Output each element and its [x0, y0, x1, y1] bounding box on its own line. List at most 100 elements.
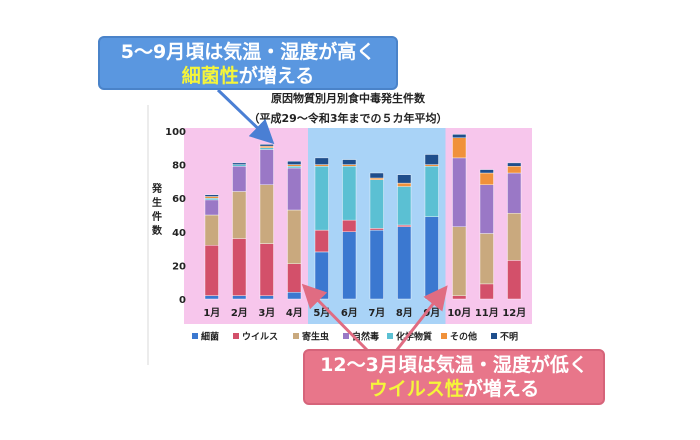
bar-other-9 — [424, 164, 439, 167]
legend-swatch-other — [441, 333, 447, 339]
bar-bacteria-4 — [287, 292, 302, 300]
bar-chemical-5 — [314, 166, 329, 231]
bar-other-3 — [259, 145, 274, 149]
bar-virus-11 — [479, 283, 494, 300]
chart-title: 原因物質別月別食中毒発生件数 — [271, 91, 426, 105]
x-tick-label: 11月 — [475, 307, 499, 319]
bar-other-7 — [369, 177, 384, 180]
bar-bacteria-9 — [424, 216, 439, 300]
bar-bacteria-6 — [342, 231, 357, 300]
bar-bacteria-2 — [232, 295, 247, 300]
bar-natural-3 — [259, 149, 274, 185]
bar-virus-12 — [507, 260, 522, 300]
x-tick-label: 2月 — [231, 307, 248, 319]
bar-other-12 — [507, 166, 522, 174]
bar-virus-6 — [342, 219, 357, 233]
bar-parasite-10 — [452, 226, 467, 296]
bar-unknown-10 — [452, 134, 467, 138]
legend-label-virus: ウイルス — [242, 332, 278, 343]
legend-swatch-natural — [343, 333, 349, 339]
y-tick-label: 100 — [165, 127, 186, 138]
bar-bacteria-5 — [314, 251, 329, 300]
bar-virus-1 — [204, 244, 219, 296]
bar-unknown-11 — [479, 169, 494, 174]
bar-parasite-11 — [479, 233, 494, 285]
callout-bottom-rest: が増える — [463, 378, 540, 400]
bar-parasite-1 — [204, 214, 219, 246]
bar-parasite-2 — [232, 191, 247, 239]
x-tick-label: 7月 — [368, 307, 385, 319]
arrow-bottom-left — [301, 283, 370, 353]
legend-label-parasite: 寄生虫 — [302, 331, 329, 343]
legend-swatch-parasite — [293, 333, 299, 339]
y-axis-label-char: 生 — [152, 196, 162, 209]
bar-other-5 — [314, 164, 329, 167]
bar-parasite-4 — [287, 209, 302, 264]
bar-parasite-12 — [507, 213, 522, 261]
bar-unknown-9 — [424, 154, 439, 165]
legend-swatch-bacteria — [192, 333, 198, 339]
arrow-top — [216, 88, 275, 145]
bar-bacteria-7 — [369, 229, 384, 300]
x-tick-label: 6月 — [341, 307, 358, 319]
bar-virus-4 — [287, 263, 302, 293]
legend-swatch-chemical — [387, 333, 393, 339]
bar-unknown-6 — [342, 159, 357, 165]
x-tick-label: 10月 — [447, 307, 471, 319]
y-axis-label-char: 数 — [152, 224, 163, 237]
bar-other-8 — [397, 182, 412, 187]
x-tick-label: 1月 — [203, 307, 220, 319]
bar-natural-2 — [232, 166, 247, 192]
bar-unknown-12 — [507, 162, 522, 167]
bar-parasite-3 — [259, 184, 274, 244]
bar-natural-1 — [204, 199, 219, 216]
bar-virus-8 — [397, 224, 412, 228]
callout-top: 5〜9月頃は気温・湿度が高く 細菌性が増える — [98, 36, 398, 90]
bar-virus-3 — [259, 243, 274, 296]
legend-label-bacteria: 細菌 — [201, 331, 219, 343]
bar-virus-10 — [452, 295, 467, 300]
bar-unknown-1 — [204, 194, 219, 197]
bar-chemical-9 — [424, 166, 439, 217]
y-tick-label: 60 — [172, 194, 186, 205]
callout-top-line2: 細菌性が増える — [100, 64, 396, 88]
chart-subtitle: （平成29〜令和3年までの５カ年平均） — [249, 111, 448, 125]
bar-natural-11 — [479, 184, 494, 234]
bar-other-11 — [479, 172, 494, 186]
bar-unknown-8 — [397, 174, 412, 184]
y-tick-label: 20 — [172, 261, 186, 272]
x-tick-label: 4月 — [286, 307, 303, 319]
bar-unknown-7 — [369, 172, 384, 179]
callout-top-highlight: 細菌性 — [181, 65, 239, 87]
y-tick-label: 80 — [172, 161, 186, 172]
bar-virus-5 — [314, 229, 329, 253]
callout-top-rest: が増える — [238, 65, 315, 87]
bar-natural-4 — [287, 167, 302, 211]
bar-unknown-2 — [232, 162, 247, 165]
bar-natural-12 — [507, 172, 522, 214]
bar-chemical-6 — [342, 166, 357, 221]
bar-chemical-1 — [204, 197, 219, 201]
callout-bottom-line1: 12〜3月頃は気温・湿度が低く — [320, 354, 588, 376]
legend-swatch-unknown — [491, 333, 497, 339]
bar-chemical-8 — [397, 186, 412, 226]
bar-chemical-2 — [232, 164, 247, 167]
bar-unknown-5 — [314, 157, 329, 165]
callout-bottom: 12〜3月頃は気温・湿度が低く ウイルス性が増える — [303, 349, 605, 405]
bar-unknown-3 — [259, 144, 274, 147]
bar-other-10 — [452, 137, 467, 159]
y-axis-label-char: 件 — [152, 210, 162, 223]
bar-natural-10 — [452, 157, 467, 227]
x-tick-label: 12月 — [502, 307, 526, 319]
bar-unknown-4 — [287, 160, 302, 165]
bar-other-1 — [204, 196, 219, 199]
callout-bottom-highlight: ウイルス性 — [368, 378, 464, 400]
x-tick-label: 3月 — [258, 307, 275, 319]
bar-chemical-4 — [287, 166, 302, 169]
bar-chemical-3 — [259, 147, 274, 150]
bar-virus-2 — [232, 238, 247, 296]
bar-virus-7 — [369, 228, 384, 231]
y-tick-label: 40 — [172, 228, 186, 239]
bar-other-6 — [342, 164, 357, 167]
